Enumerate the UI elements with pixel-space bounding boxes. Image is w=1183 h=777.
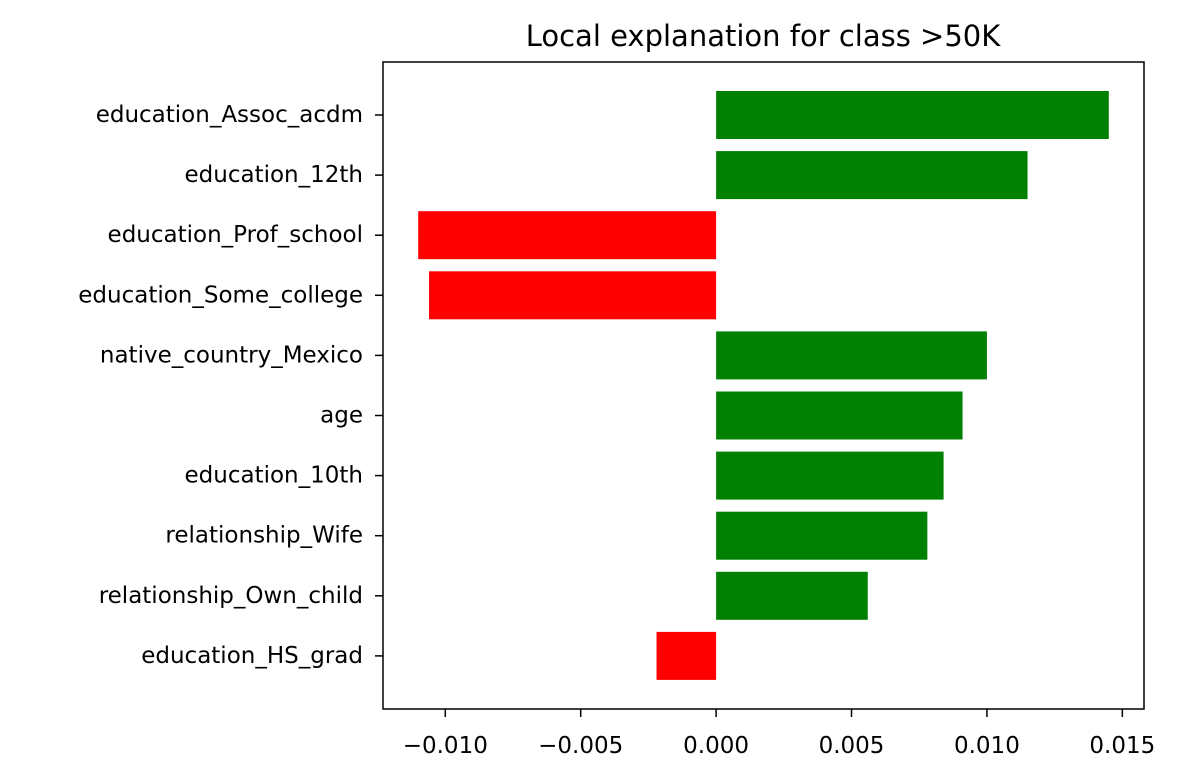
x-tick-label: −0.005 [538,733,623,759]
plot-frame [382,61,1145,710]
y-tick-label: education_12th [185,162,364,188]
x-tick-label: 0.010 [954,733,1020,759]
bars-group [418,91,1109,680]
y-tick-label: age [320,403,363,429]
y-axis-ticks: education_Assoc_acdm education_12theducat… [78,102,383,669]
y-tick-label: relationship_Own_child [99,583,363,609]
bar-education-some-college [429,271,717,320]
bar-relationship-wife [716,511,928,560]
x-axis-ticks: −0.010 −0.005 0.000 0.005 0.010 0.015 [403,709,1155,759]
x-tick-label: 0.000 [683,733,749,759]
bar-native-country-mexico [716,331,987,380]
x-tick-label: 0.005 [819,733,885,759]
x-tick-label: 0.015 [1089,733,1155,759]
bar-education-hs-grad [656,631,717,680]
y-tick-label: native_country_Mexico [100,342,363,368]
y-tick-label: relationship_Wife [165,523,363,549]
y-tick-label: education_Assoc_acdm [96,102,363,128]
bar-education-10th [716,451,944,500]
bar-age [716,391,963,440]
bar-education-12th [716,151,1028,200]
bar-relationship-own-child [716,571,868,620]
chart-title: Local explanation for class >50K [526,19,1002,53]
bar-education-assoc-acdm [716,91,1109,139]
y-tick-label: education_10th [185,463,364,489]
x-tick-label: −0.010 [403,733,488,759]
y-tick-label: education_Some_college [78,282,363,308]
y-tick-label: education_Prof_school [108,222,363,248]
bar-education-prof-school [418,211,717,260]
y-tick-label: education_HS_grad [141,643,363,669]
